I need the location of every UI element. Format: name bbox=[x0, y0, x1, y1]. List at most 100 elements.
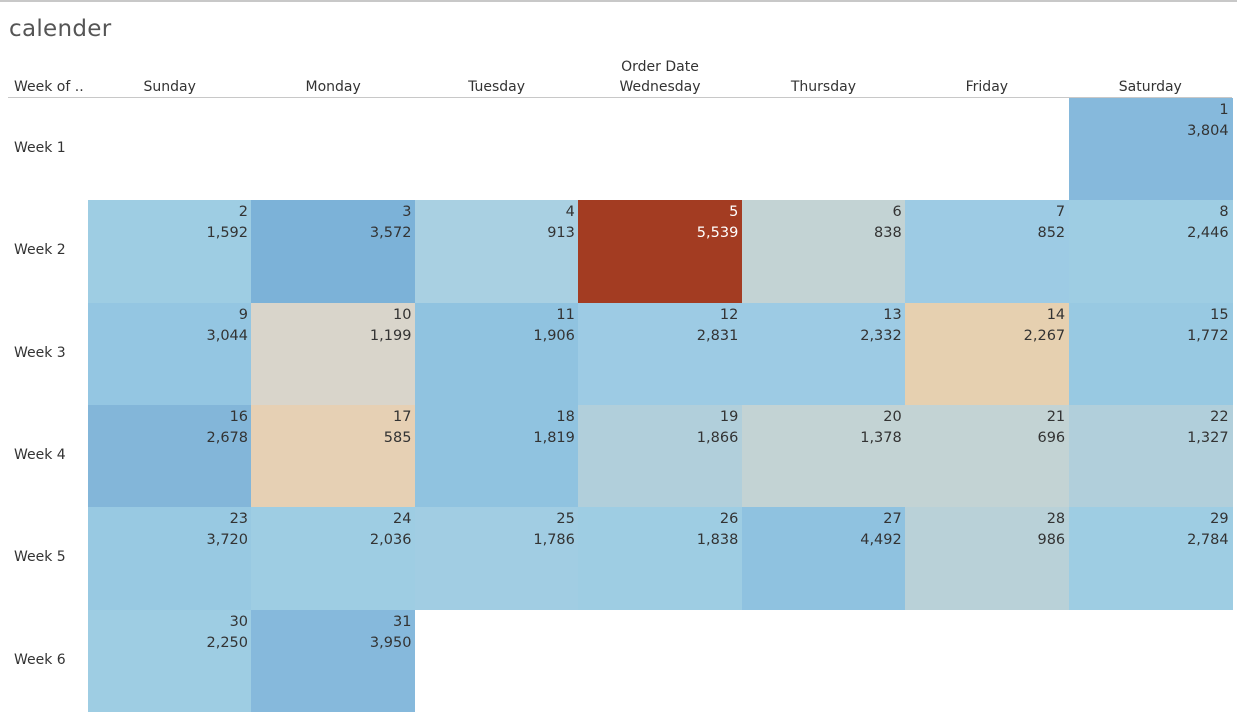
cell-day-number: 28 bbox=[1046, 511, 1066, 528]
calendar-cell[interactable]: 7 852 bbox=[905, 200, 1070, 304]
calendar-cell[interactable]: 21 696 bbox=[905, 404, 1070, 508]
row-label-week-5: Week 5 bbox=[14, 549, 66, 566]
calendar-cell[interactable]: 22 1,327 bbox=[1068, 404, 1233, 508]
calendar-cell[interactable]: 16 2,678 bbox=[88, 404, 253, 508]
calendar-cell[interactable]: 20 1,378 bbox=[741, 404, 906, 508]
cell-day-number: 26 bbox=[719, 511, 739, 528]
cell-day-number: 10 bbox=[392, 306, 412, 323]
cell-value: 696 bbox=[1037, 429, 1066, 446]
calendar-cell[interactable]: 1 3,804 bbox=[1068, 98, 1233, 201]
cell-day-number: 31 bbox=[392, 613, 412, 630]
cell-day-number: 11 bbox=[556, 306, 575, 323]
cell-day-number: 8 bbox=[1219, 204, 1229, 221]
column-header-thursday: Thursday bbox=[790, 79, 856, 95]
calendar-cell[interactable]: 28 986 bbox=[905, 507, 1070, 611]
cell-value: 3,804 bbox=[1187, 123, 1229, 139]
calendar-cell[interactable]: 23 3,720 bbox=[88, 507, 253, 611]
calendar-cell[interactable]: 31 3,950 bbox=[251, 609, 416, 712]
cell-day-number: 1 bbox=[1219, 102, 1229, 118]
cell-day-number: 29 bbox=[1210, 511, 1229, 528]
row-label-week-1: Week 1 bbox=[14, 140, 66, 157]
calendar-cell[interactable]: 30 2,250 bbox=[88, 609, 253, 712]
cell-day-number: 3 bbox=[402, 204, 412, 221]
calendar-cell[interactable]: 4 913 bbox=[414, 200, 579, 304]
cell-value: 1,378 bbox=[860, 429, 902, 446]
column-header-monday: Monday bbox=[305, 79, 361, 95]
row-label-week-4: Week 4 bbox=[14, 447, 66, 464]
calendar-cell[interactable]: 10 1,199 bbox=[251, 302, 416, 406]
cell-value: 2,678 bbox=[206, 429, 249, 446]
cell-day-number: 23 bbox=[229, 511, 249, 528]
cell-value: 2,250 bbox=[206, 634, 249, 651]
cell-day-number: 22 bbox=[1210, 408, 1229, 425]
cell-value: 1,592 bbox=[206, 225, 249, 242]
calendar-cell[interactable]: 9 3,044 bbox=[88, 302, 253, 406]
header-divider bbox=[8, 97, 1232, 98]
column-header-friday: Friday bbox=[965, 79, 1009, 95]
cell-value: 986 bbox=[1037, 532, 1066, 549]
calendar-cell[interactable]: 3 3,572 bbox=[251, 200, 416, 304]
calendar-cell[interactable]: 12 2,831 bbox=[578, 302, 743, 406]
cell-day-number: 9 bbox=[238, 306, 249, 323]
calendar-cell[interactable]: 8 2,446 bbox=[1068, 200, 1233, 304]
cell-value: 3,720 bbox=[206, 532, 249, 549]
cell-day-number: 2 bbox=[238, 204, 249, 221]
row-axis-header: Week of .. bbox=[14, 79, 84, 95]
cell-day-number: 12 bbox=[719, 306, 739, 323]
column-header-sunday: Sunday bbox=[143, 79, 196, 95]
cell-day-number: 30 bbox=[229, 613, 249, 630]
calendar-cell[interactable]: 2 1,592 bbox=[88, 200, 253, 304]
cell-day-number: 7 bbox=[1055, 204, 1066, 221]
calendar-cell[interactable]: 18 1,819 bbox=[414, 404, 579, 508]
column-header-tuesday: Tuesday bbox=[468, 79, 526, 95]
cell-value: 1,906 bbox=[533, 327, 575, 344]
cell-day-number: 14 bbox=[1046, 306, 1066, 323]
cell-value: 585 bbox=[383, 429, 412, 446]
cell-day-number: 5 bbox=[729, 204, 739, 221]
cell-day-number: 25 bbox=[556, 511, 575, 528]
calendar-cell[interactable]: 5 5,539 bbox=[578, 200, 743, 304]
column-header-saturday: Saturday bbox=[1118, 79, 1182, 95]
cell-value: 2,446 bbox=[1187, 225, 1229, 242]
calendar-cell[interactable]: 27 4,492 bbox=[741, 507, 906, 611]
calendar-cell[interactable]: 25 1,786 bbox=[414, 507, 579, 611]
cell-day-number: 13 bbox=[883, 306, 902, 323]
cell-value: 5,539 bbox=[696, 225, 739, 242]
cell-value: 913 bbox=[547, 225, 575, 242]
row-label-week-6: Week 6 bbox=[14, 651, 66, 668]
calendar-cell[interactable]: 19 1,866 bbox=[578, 404, 743, 508]
calendar-cell[interactable]: 15 1,772 bbox=[1068, 302, 1233, 406]
cell-value: 1,327 bbox=[1187, 429, 1229, 446]
top-divider bbox=[0, 0, 1237, 2]
cell-day-number: 17 bbox=[392, 408, 412, 425]
cell-day-number: 6 bbox=[892, 204, 902, 221]
cell-day-number: 16 bbox=[229, 408, 249, 425]
calendar-cell[interactable]: 13 2,332 bbox=[741, 302, 906, 406]
sheet-title: calender bbox=[9, 16, 112, 42]
cell-value: 838 bbox=[874, 225, 902, 242]
cell-value: 1,786 bbox=[533, 532, 575, 549]
cell-value: 2,332 bbox=[860, 327, 902, 344]
calendar-cell[interactable]: 17 585 bbox=[251, 404, 416, 508]
calendar-cell[interactable]: 24 2,036 bbox=[251, 507, 416, 611]
cell-day-number: 27 bbox=[883, 511, 902, 528]
cell-value: 3,572 bbox=[369, 225, 412, 242]
cell-day-number: 21 bbox=[1046, 408, 1066, 425]
column-group-header: Order Date bbox=[621, 59, 699, 75]
cell-value: 1,772 bbox=[1187, 327, 1229, 344]
column-header-wednesday: Wednesday bbox=[619, 79, 701, 95]
row-label-week-3: Week 3 bbox=[14, 344, 66, 361]
cell-value: 1,819 bbox=[533, 429, 575, 446]
calendar-cell[interactable]: 11 1,906 bbox=[414, 302, 579, 406]
cell-value: 1,866 bbox=[696, 429, 739, 446]
cell-day-number: 24 bbox=[392, 511, 412, 528]
cell-value: 1,838 bbox=[696, 532, 739, 549]
calendar-cell[interactable]: 26 1,838 bbox=[578, 507, 743, 611]
calendar-cell[interactable]: 6 838 bbox=[741, 200, 906, 304]
cell-day-number: 19 bbox=[719, 408, 739, 425]
calendar-cell[interactable]: 29 2,784 bbox=[1068, 507, 1233, 611]
calendar-cell[interactable]: 14 2,267 bbox=[905, 302, 1070, 406]
cell-day-number: 15 bbox=[1210, 306, 1229, 323]
cell-value: 2,831 bbox=[696, 327, 739, 344]
cell-value: 4,492 bbox=[860, 532, 902, 549]
